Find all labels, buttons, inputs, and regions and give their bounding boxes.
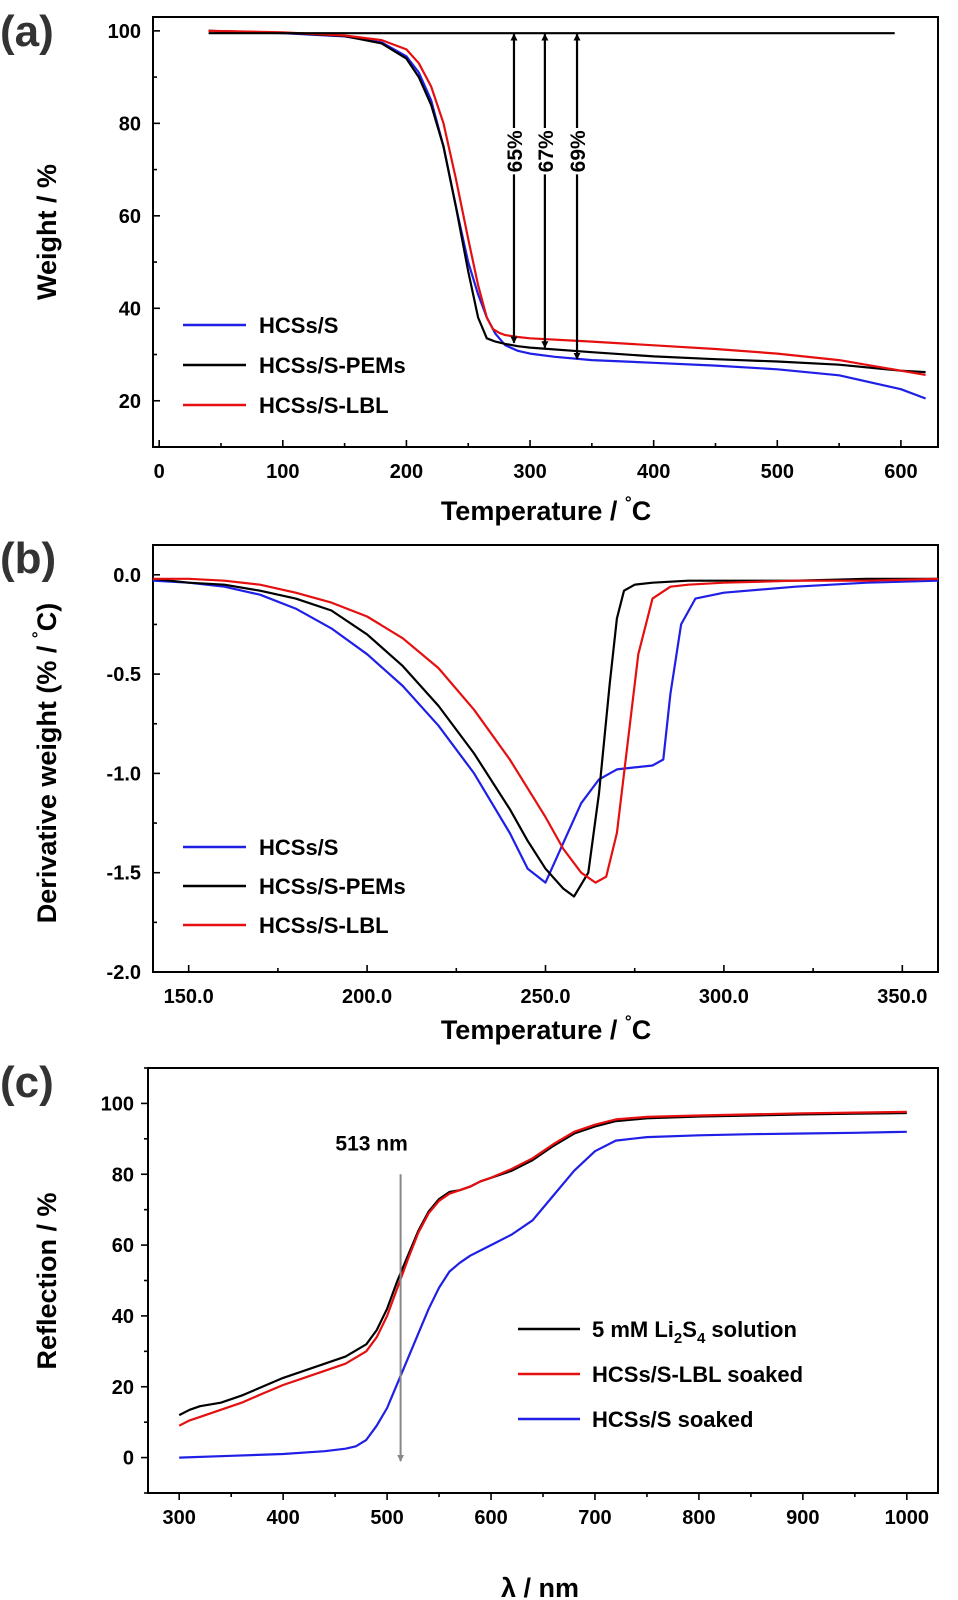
y-tick-label: 80 — [112, 1164, 134, 1186]
x-tick-label: 1000 — [885, 1507, 930, 1529]
annotation-label: 513 nm — [335, 1132, 407, 1155]
y-tick-label: -2.0 — [107, 962, 141, 984]
series-line-hcss-s-pems — [208, 29, 926, 374]
y-tick-label: -0.5 — [107, 664, 141, 686]
panel-letter: (c) — [0, 1058, 54, 1107]
legend-label: HCSs/S-LBL soaked — [592, 1362, 803, 1387]
annotation-knockout — [503, 128, 527, 175]
y-tick-label: 40 — [112, 1306, 134, 1328]
chart-panel-0: (a) 0 100 200 300 400 500 600 20 40 60 80 100 Tempera… — [0, 7, 939, 526]
chart-panel-2: (c) 300 400 500 600 700 800 900 1000 0 20 40 60 80 100… — [0, 1058, 939, 1600]
series-line-hcss-s-lbl — [153, 577, 938, 884]
x-tick-label: 0 — [154, 461, 165, 483]
series-line-hcss-s-lbl — [208, 29, 926, 376]
chart-panel-1: (b) 150.0 200.0 250.0 300.0 350.0 -2.0 -1.5 -1.0… — [0, 534, 939, 1045]
legend-label: HCSs/S — [259, 835, 338, 860]
legend-label: HCSs/S-LBL — [259, 393, 389, 418]
x-tick-label: 700 — [578, 1507, 611, 1529]
y-axis-title: Derivative weight (% / °C) — [29, 603, 62, 923]
legend-label: HCSs/S soaked — [592, 1407, 753, 1432]
x-tick-label: 350.0 — [877, 986, 927, 1008]
annotation-label: 67% — [535, 130, 558, 172]
y-axis-title: Weight / % — [32, 164, 62, 300]
y-tick-label: 60 — [112, 1235, 134, 1257]
y-tick-label: 80 — [119, 113, 141, 135]
x-tick-label: 800 — [682, 1507, 715, 1529]
legend-label: HCSs/S-PEMs — [259, 874, 406, 899]
legend-label: HCSs/S — [259, 313, 338, 338]
y-tick-label: 100 — [101, 1093, 134, 1115]
annotation-knockout — [534, 128, 558, 175]
legend-label: 5 mM Li2S4 solution — [592, 1317, 797, 1347]
annotation-label: 65% — [504, 130, 527, 172]
y-tick-label: 100 — [108, 21, 141, 43]
series-line-5-mm-li2s4-solution — [178, 1111, 907, 1417]
plot-frame — [152, 16, 939, 448]
x-tick-label: 400 — [637, 461, 670, 483]
x-tick-label: 250.0 — [520, 986, 570, 1008]
y-tick-label: 40 — [119, 298, 141, 320]
panel-letter: (a) — [0, 7, 54, 56]
y-tick-label: -1.5 — [107, 863, 141, 885]
x-tick-label: 100 — [266, 461, 299, 483]
x-tick-label: 200 — [390, 461, 423, 483]
y-tick-label: 20 — [119, 391, 141, 413]
panel-letter: (b) — [0, 534, 56, 583]
y-tick-label: 0.0 — [113, 565, 141, 587]
x-tick-label: 900 — [786, 1507, 819, 1529]
x-tick-label: 300 — [513, 461, 546, 483]
annotation-knockout — [567, 128, 591, 175]
y-tick-label: 60 — [119, 206, 141, 228]
x-tick-label: 300.0 — [699, 986, 749, 1008]
y-axis-title: Reflection / % — [32, 1192, 62, 1369]
x-tick-label: 500 — [761, 461, 794, 483]
x-tick-label: 600 — [474, 1507, 507, 1529]
plot-frame — [147, 1067, 939, 1494]
x-tick-label: 600 — [884, 461, 917, 483]
series-line-hcss-s — [153, 579, 938, 884]
x-tick-label: 300 — [162, 1507, 195, 1529]
series-line-hcss-s-pems — [153, 577, 938, 898]
x-tick-label: 500 — [370, 1507, 403, 1529]
series-line-hcss-s-lbl-soaked — [178, 1110, 907, 1427]
y-tick-label: -1.0 — [107, 763, 141, 785]
x-axis-title: Temperature / °C — [441, 1012, 651, 1045]
x-tick-label: 150.0 — [164, 986, 214, 1008]
x-axis-title: λ / nm — [501, 1573, 579, 1600]
y-tick-label: 0 — [123, 1448, 134, 1470]
series-line-hcss-s — [208, 29, 926, 400]
y-tick-label: 20 — [112, 1377, 134, 1399]
legend-label: HCSs/S-LBL — [259, 913, 389, 938]
annotation-label: 69% — [567, 130, 590, 172]
series-line-hcss-s-soaked — [179, 1130, 907, 1459]
x-axis-title: Temperature / °C — [441, 493, 651, 526]
x-tick-label: 400 — [266, 1507, 299, 1529]
legend-label: HCSs/S-PEMs — [259, 353, 406, 378]
x-tick-label: 200.0 — [342, 986, 392, 1008]
plot-frame — [152, 544, 939, 973]
